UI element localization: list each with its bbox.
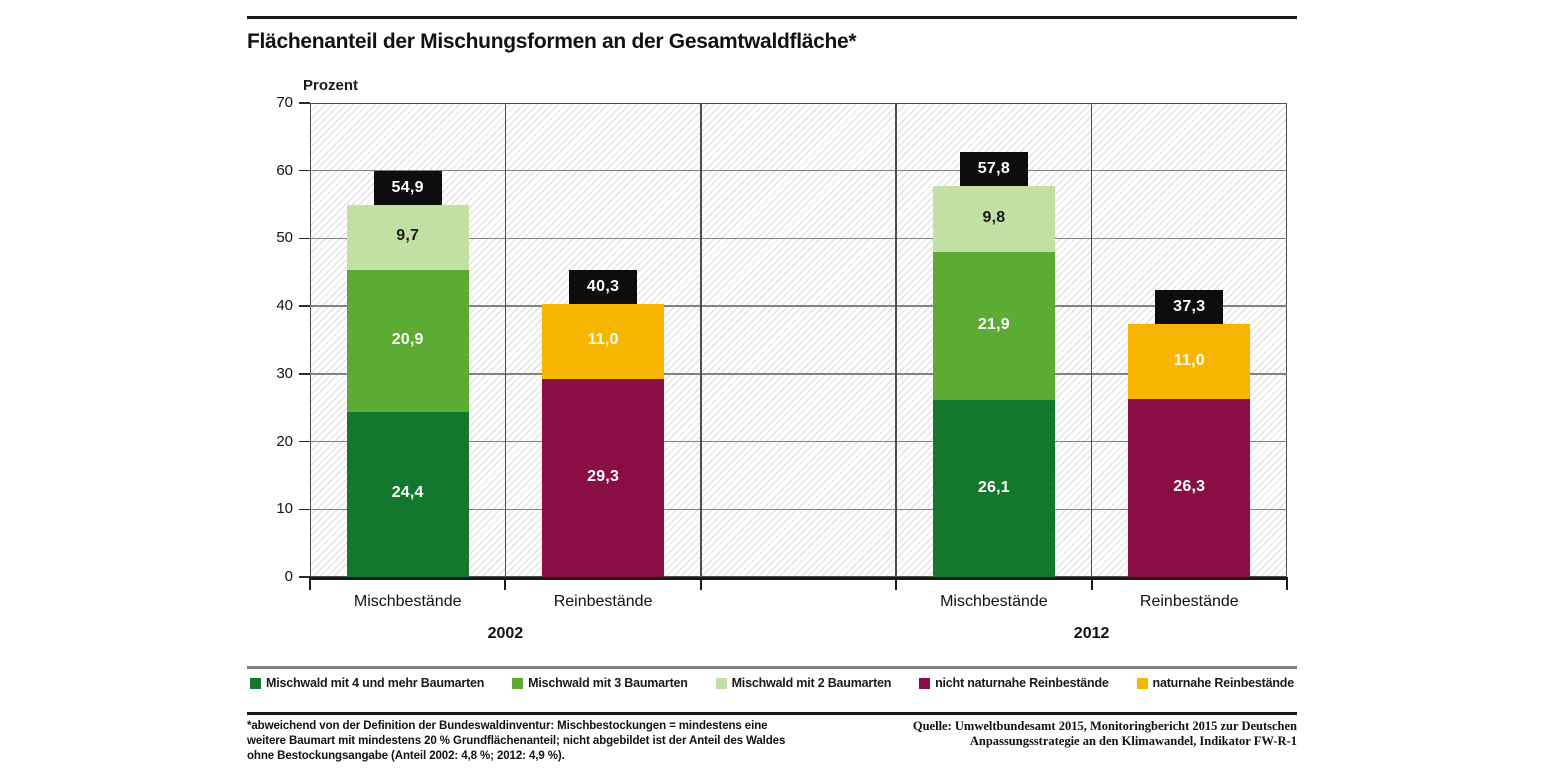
y-axis-tick-label: 20 xyxy=(276,432,293,450)
legend-item: Mischwald mit 4 und mehr Baumarten xyxy=(250,676,484,690)
bar-segment xyxy=(346,204,469,271)
bar-segment-value: 11,0 xyxy=(1173,351,1205,369)
bar-segment-value: 9,7 xyxy=(396,227,420,245)
plot-area xyxy=(310,103,1287,577)
y-axis-tick xyxy=(299,576,310,578)
x-axis-group-label: 2002 xyxy=(487,625,524,642)
x-axis-tick xyxy=(895,580,898,590)
footnote-line: ohne Bestockungsangabe (Anteil 2002: 4,8… xyxy=(247,750,565,762)
legend-swatch-icon xyxy=(1136,677,1148,689)
gridline-horizontal xyxy=(310,440,1287,443)
legend-item: nicht naturnahe Reinbestände xyxy=(919,676,1109,690)
bar-segment xyxy=(932,251,1055,401)
y-axis-tick xyxy=(299,508,310,511)
bar-segment xyxy=(1128,324,1251,399)
y-axis-tick-label: 70 xyxy=(276,94,293,111)
legend-label: Mischwald mit 3 Baumarten xyxy=(528,676,688,690)
bar-total-badge: 57,8 xyxy=(959,151,1028,186)
y-axis-tick-label: 10 xyxy=(276,500,293,518)
gridline-vertical xyxy=(700,103,702,577)
top-rule xyxy=(247,16,1297,19)
legend-swatch-icon xyxy=(250,677,261,689)
x-axis-group-label: 2012 xyxy=(1073,625,1110,642)
y-axis-tick xyxy=(299,237,310,240)
y-axis-tick xyxy=(299,440,310,443)
source-line: Anpassungsstrategie an den Klimawandel, … xyxy=(969,734,1297,748)
y-axis-tick xyxy=(299,373,310,375)
x-axis-category-label: Reinbestände xyxy=(553,593,653,610)
y-axis-tick-label: 30 xyxy=(276,364,293,382)
gridline-vertical xyxy=(1090,103,1093,577)
chart-content: Flächenanteil der Mischungsformen an der… xyxy=(247,0,1297,775)
x-axis-category-label: Reinbestände xyxy=(1139,593,1239,610)
bar-segment xyxy=(1128,398,1251,577)
x-axis-tick xyxy=(1090,580,1093,590)
legend-swatch-icon xyxy=(512,677,524,689)
chart-legend: Mischwald mit 4 und mehr Baumarten Mischw… xyxy=(247,676,1297,690)
x-axis-tick xyxy=(309,580,311,590)
legend-swatch-icon xyxy=(919,677,931,689)
legend-label: nicht naturnahe Reinbestände xyxy=(935,676,1109,690)
source-line: Quelle: Umweltbundesamt 2015, Monitoring… xyxy=(912,719,1297,733)
gridline-horizontal xyxy=(310,305,1287,307)
y-axis-tick-label: 40 xyxy=(276,297,293,315)
bar-segment-value: 29,3 xyxy=(587,467,620,485)
gridline-horizontal xyxy=(310,373,1287,375)
bar-total-badge: 40,3 xyxy=(569,270,638,305)
legend-swatch-icon xyxy=(715,677,727,689)
gridline-vertical xyxy=(504,103,507,577)
bar-segment-value: 26,3 xyxy=(1173,477,1206,495)
bar-segment xyxy=(932,185,1055,252)
bar-total-badge: 37,3 xyxy=(1155,290,1224,325)
bar-total-badge: 54,9 xyxy=(373,170,442,205)
x-axis-tick xyxy=(699,580,702,590)
chart-layer: 0 10 20 30 40 50 60 70 24,4 20,9 9,7 54,9 Mischbestä… xyxy=(247,0,1297,660)
bar-segment-value: 24,4 xyxy=(391,484,424,502)
legend-item: naturnahe Reinbestände xyxy=(1136,676,1295,690)
x-axis-line xyxy=(309,576,1288,580)
gridline-horizontal xyxy=(310,169,1287,172)
legend-separator-rule xyxy=(247,666,1297,669)
legend-item: Mischwald mit 2 Baumarten xyxy=(715,676,892,690)
y-axis-tick xyxy=(299,169,310,172)
legend-label: Mischwald mit 4 und mehr Baumarten xyxy=(266,676,485,690)
bar-segment xyxy=(346,411,469,577)
legend-label: naturnahe Reinbestände xyxy=(1152,676,1295,690)
footnote-line: weitere Baumart mit mindestens 20 % Grun… xyxy=(247,735,786,747)
bar-segment-value: 20,9 xyxy=(391,331,424,349)
bar-segment-value: 21,9 xyxy=(977,316,1010,334)
source-note: Quelle: Umweltbundesamt 2015, Monitoring… xyxy=(867,719,1297,749)
gridline-horizontal xyxy=(310,508,1287,511)
bar-segment xyxy=(542,304,665,379)
gridline-vertical xyxy=(895,103,897,577)
footnote-line: *abweichend von der Definition der Bunde… xyxy=(247,720,768,732)
y-axis-tick xyxy=(299,305,310,307)
legend-item: Mischwald mit 3 Baumarten xyxy=(512,676,688,690)
y-axis-tick-label: 50 xyxy=(276,229,293,247)
bar-segment xyxy=(346,270,469,412)
y-axis-unit-label: Prozent xyxy=(303,77,359,94)
footer-rule xyxy=(247,712,1297,715)
x-axis-category-label: Mischbestände xyxy=(353,593,462,610)
x-axis-tick xyxy=(1286,580,1288,590)
bar-segment xyxy=(542,378,665,577)
bar-segment-value: 9,8 xyxy=(982,208,1006,226)
y-axis-tick-label: 60 xyxy=(276,161,293,179)
y-axis-tick xyxy=(299,102,310,104)
bar-segment-value: 11,0 xyxy=(587,331,619,349)
gridline-horizontal xyxy=(310,237,1287,240)
footnote: *abweichend von der Definition der Bunde… xyxy=(247,719,792,764)
bar-segment-value: 26,1 xyxy=(977,478,1010,496)
legend-label: Mischwald mit 2 Baumarten xyxy=(731,676,892,690)
bar-segment xyxy=(932,400,1055,577)
y-axis-tick-label: 0 xyxy=(284,568,293,585)
page-title: Flächenanteil der Mischungsformen an der… xyxy=(247,30,857,53)
x-axis-tick xyxy=(504,580,507,590)
x-axis-category-label: Mischbestände xyxy=(940,593,1048,610)
